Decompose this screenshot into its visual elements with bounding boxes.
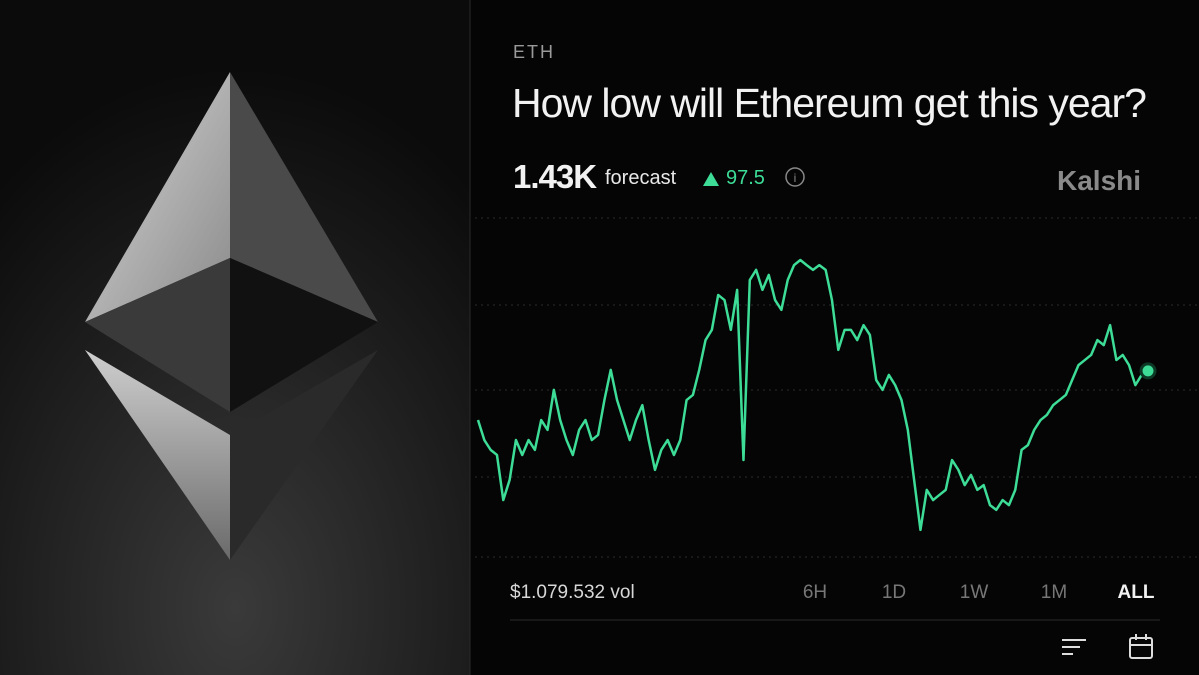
forecast-change: 97.5 xyxy=(726,167,765,189)
price-line xyxy=(476,258,1149,532)
forecast-value: 1.43K xyxy=(513,158,597,195)
info-glyph: i xyxy=(794,171,797,185)
last-point xyxy=(1139,362,1157,380)
range-tab[interactable]: 1D xyxy=(881,582,907,603)
eth-logo xyxy=(85,72,378,560)
ticker: ETH xyxy=(513,42,555,62)
range-tab[interactable]: 1M xyxy=(1040,582,1068,603)
up-arrow xyxy=(703,172,719,186)
range-tab[interactable]: 1W xyxy=(959,582,989,603)
brand: Kalshi xyxy=(1057,165,1142,196)
calendar-icon[interactable] xyxy=(1129,634,1153,659)
info-icon[interactable] xyxy=(785,167,805,187)
volume: $1.079.532 vol xyxy=(510,582,635,603)
range-tab[interactable]: ALL xyxy=(1117,582,1155,603)
grid xyxy=(475,217,1199,558)
forecast-label: forecast xyxy=(605,167,677,189)
title: How low will Ethereum get this year? xyxy=(512,80,1147,126)
range-tab[interactable]: 6H xyxy=(802,582,828,603)
sort-icon[interactable] xyxy=(1062,639,1086,655)
